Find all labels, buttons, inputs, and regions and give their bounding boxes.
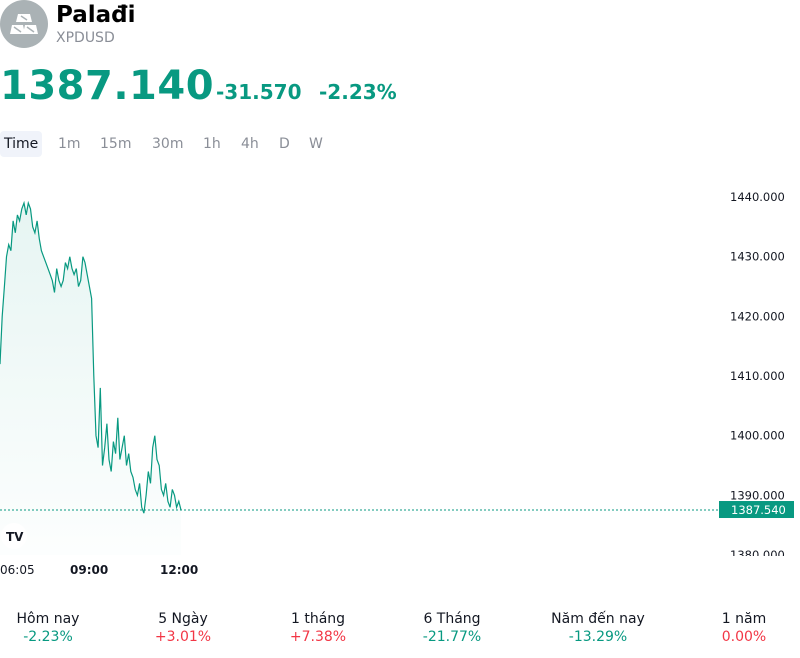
y-tick-label: 1410.000 xyxy=(730,369,785,383)
perf-value: -2.23% xyxy=(23,629,73,645)
x-axis: 06:05 09:00 12:00 xyxy=(0,563,198,577)
price-area xyxy=(0,203,181,555)
tab-w[interactable]: W xyxy=(309,136,323,152)
last-price-badge: 1387.540 xyxy=(719,501,794,519)
perf-label: 6 Tháng xyxy=(423,611,481,627)
y-tick-label: 1440.000 xyxy=(730,190,785,204)
perf-1-month[interactable]: 1 tháng +7.38% xyxy=(278,610,358,646)
perf-ytd[interactable]: Năm đến nay -13.29% xyxy=(548,610,648,646)
tradingview-logo-text: TV xyxy=(6,530,24,544)
x-tick-label: 12:00 xyxy=(160,563,198,577)
axis-mask xyxy=(720,556,800,580)
tab-time[interactable]: Time xyxy=(0,131,43,157)
y-tick-label: 1420.000 xyxy=(730,309,785,323)
symbol-header: Palađi XPDUSD xyxy=(0,0,800,50)
performance-strip: Hôm nay -2.23% 5 Ngày +3.01% 1 tháng +7.… xyxy=(0,610,800,650)
perf-value: +7.38% xyxy=(289,629,347,645)
y-tick-label: 1430.000 xyxy=(730,250,785,264)
tab-d[interactable]: D xyxy=(279,136,290,152)
y-tick-label: 1390.000 xyxy=(730,488,785,502)
perf-5-days[interactable]: 5 Ngày +3.01% xyxy=(143,610,223,646)
perf-label: 1 tháng xyxy=(290,611,346,627)
price-change-percent: -2.23% xyxy=(319,80,397,104)
tradingview-logo-icon: TV xyxy=(1,523,27,549)
tab-1h[interactable]: 1h xyxy=(203,136,221,152)
tab-30m[interactable]: 30m xyxy=(152,136,184,152)
perf-label: 1 năm xyxy=(721,611,767,627)
perf-value: -13.29% xyxy=(568,629,628,645)
perf-label: 5 Ngày xyxy=(158,611,208,627)
perf-label: Năm đến nay xyxy=(551,611,645,627)
symbol-ticker: XPDUSD xyxy=(56,30,115,46)
x-tick-label: 09:00 xyxy=(70,563,108,577)
quote-row: 1387.140 -31.570 -2.23% xyxy=(0,62,800,110)
x-tick-label: 06:05 xyxy=(0,563,35,577)
y-axis: 1440.000 1430.000 1420.000 1410.000 1400.000… xyxy=(720,190,800,580)
perf-value: +3.01% xyxy=(154,629,212,645)
perf-today[interactable]: Hôm nay -2.23% xyxy=(8,610,88,646)
tab-15m[interactable]: 15m xyxy=(100,136,132,152)
price-chart[interactable]: 1440.000 1430.000 1420.000 1410.000 1400.000… xyxy=(0,160,800,580)
perf-value: 0.00% xyxy=(721,629,767,645)
perf-value: -21.77% xyxy=(422,629,482,645)
perf-6-months[interactable]: 6 Tháng -21.77% xyxy=(412,610,492,646)
tab-4h[interactable]: 4h xyxy=(241,136,259,152)
last-price-badge-label: 1387.540 xyxy=(731,503,786,517)
last-price: 1387.140 xyxy=(0,63,215,109)
perf-1-year[interactable]: 1 năm 0.00% xyxy=(704,610,784,646)
symbol-name: Palađi xyxy=(56,2,136,28)
palladium-bars-icon xyxy=(0,0,48,48)
tab-1m[interactable]: 1m xyxy=(58,136,81,152)
perf-label: Hôm nay xyxy=(16,611,80,627)
price-line xyxy=(0,200,182,514)
y-tick-label: 1400.000 xyxy=(730,429,785,443)
price-change: -31.570 xyxy=(216,80,302,104)
